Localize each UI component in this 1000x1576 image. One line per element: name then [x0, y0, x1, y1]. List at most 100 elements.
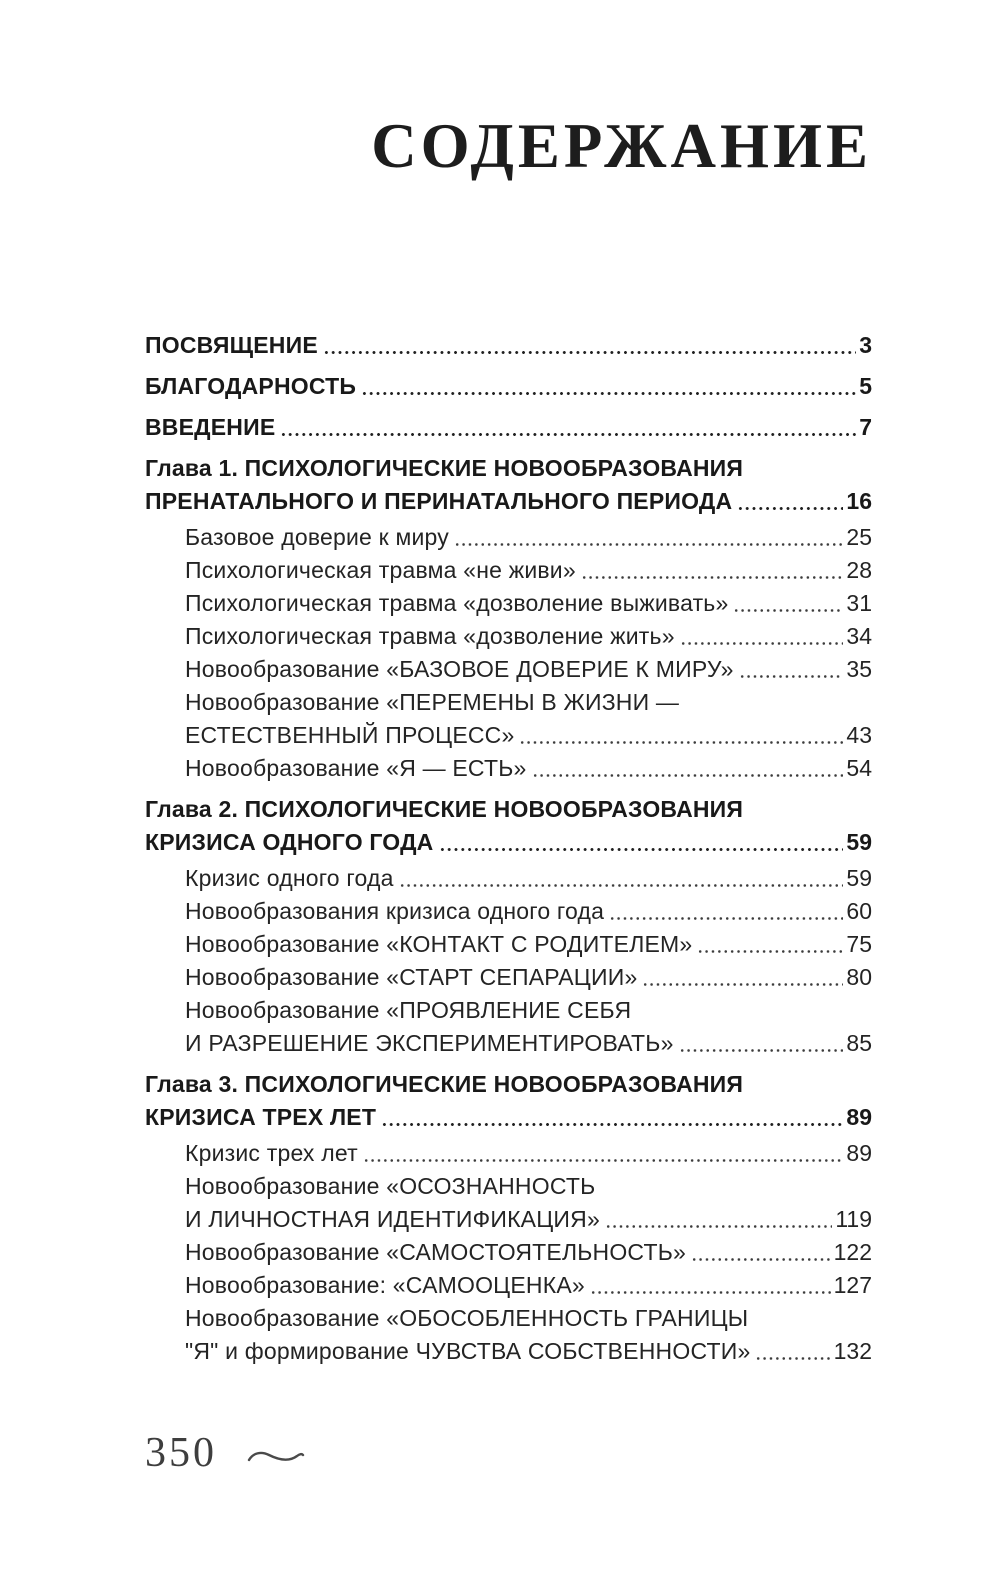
toc-page-number: 80	[846, 964, 872, 991]
toc-entry: Новообразование «СТАРТ СЕПАРАЦИИ» 80	[145, 961, 872, 994]
dotted-leader	[678, 1048, 844, 1054]
toc-page-number: 59	[846, 829, 872, 856]
toc-entry-text: ЕСТЕСТВЕННЫЙ ПРОЦЕСС»	[185, 722, 515, 749]
dotted-leader	[531, 773, 844, 779]
toc-entry-text: КРИЗИСА ТРЕХ ЛЕТ	[145, 1104, 377, 1131]
toc-page-number: 7	[859, 414, 872, 441]
tilde-ornament-icon	[247, 1447, 305, 1467]
toc-entry-line: Новообразование «КОНТАКТ С РОДИТЕЛЕМ» 75	[185, 928, 872, 961]
toc-entry-text: И РАЗРЕШЕНИЕ ЭКСПЕРИМЕНТИРОВАТЬ»	[185, 1030, 674, 1057]
toc-page-number: 5	[859, 373, 872, 400]
toc-entry: Психологическая травма «дозволение выжив…	[145, 587, 872, 620]
dotted-leader	[322, 350, 857, 356]
dotted-leader	[755, 1356, 831, 1362]
toc-entry: ВВЕДЕНИЕ 7	[145, 411, 872, 444]
content-area: СОДЕРЖАНИЕ ПОСВЯЩЕНИЕ 3 БЛАГОДАРНОСТЬ 5 ВВЕД…	[145, 111, 872, 1368]
toc-entry: Глава 3. ПСИХОЛОГИЧЕСКИЕ НОВООБРАЗОВАНИЯ…	[145, 1068, 872, 1134]
dotted-leader	[679, 641, 844, 647]
toc-entry-line: И РАЗРЕШЕНИЕ ЭКСПЕРИМЕНТИРОВАТЬ» 85	[185, 1027, 872, 1060]
toc-entry: Кризис трех лет 89	[145, 1137, 872, 1170]
dotted-leader	[519, 740, 844, 746]
toc-page-number: 3	[859, 332, 872, 359]
toc-entry-text: Психологическая травма «не живи»	[185, 557, 576, 584]
toc-page-number: 31	[846, 590, 872, 617]
dotted-leader	[453, 542, 844, 548]
toc-entry-line: Новообразования кризиса одного года 60	[185, 895, 872, 928]
dotted-leader	[737, 506, 844, 512]
toc-entry-line: Психологическая травма «дозволение выжив…	[185, 587, 872, 620]
toc-entry-line: Глава 3. ПСИХОЛОГИЧЕСКИЕ НОВООБРАЗОВАНИЯ	[145, 1068, 872, 1101]
toc-entry-line: Психологическая травма «не живи» 28	[185, 554, 872, 587]
toc-entry-line: БЛАГОДАРНОСТЬ 5	[145, 370, 872, 403]
toc-entry-line: Новообразование «ОСОЗНАННОСТЬ	[185, 1170, 872, 1203]
toc-page-number: 28	[846, 557, 872, 584]
toc-entry: Новообразование «САМОСТОЯТЕЛЬНОСТЬ» 122	[145, 1236, 872, 1269]
dotted-leader	[362, 1158, 844, 1164]
toc-entry-line: ВВЕДЕНИЕ 7	[145, 411, 872, 444]
toc-entry-line: Кризис трех лет 89	[185, 1137, 872, 1170]
toc-entry-line: ЕСТЕСТВЕННЫЙ ПРОЦЕСС» 43	[185, 719, 872, 752]
toc-entry-text: Глава 3. ПСИХОЛОГИЧЕСКИЕ НОВООБРАЗОВАНИЯ	[145, 1071, 744, 1098]
toc-entry: БЛАГОДАРНОСТЬ 5	[145, 370, 872, 403]
toc-page-number: 25	[846, 524, 872, 551]
toc-entry: Новообразование «БАЗОВОЕ ДОВЕРИЕ К МИРУ»…	[145, 653, 872, 686]
toc-entry-line: Новообразование «ОБОСОБЛЕННОСТЬ ГРАНИЦЫ	[185, 1302, 872, 1335]
toc-entry-text: "Я" и формирование ЧУВСТВА СОБСТВЕННОСТИ…	[185, 1338, 751, 1365]
toc-entry-text: Кризис трех лет	[185, 1140, 358, 1167]
dotted-leader	[580, 575, 844, 581]
toc-entry-line: И ЛИЧНОСТНАЯ ИДЕНТИФИКАЦИЯ» 119	[185, 1203, 872, 1236]
toc-page-number: 75	[846, 931, 872, 958]
toc-entry-line: "Я" и формирование ЧУВСТВА СОБСТВЕННОСТИ…	[185, 1335, 872, 1368]
toc-entry-line: ПОСВЯЩЕНИЕ 3	[145, 329, 872, 362]
toc-entry-line: Новообразование «ПРОЯВЛЕНИЕ СЕБЯ	[185, 994, 872, 1027]
toc-entry-line: Глава 1. ПСИХОЛОГИЧЕСКИЕ НОВООБРАЗОВАНИЯ	[145, 452, 872, 485]
toc-entries: ПОСВЯЩЕНИЕ 3 БЛАГОДАРНОСТЬ 5 ВВЕДЕНИЕ 7 Глава …	[145, 329, 872, 1368]
dotted-leader	[642, 982, 844, 988]
toc-entry: Новообразование: «САМООЦЕНКА» 127	[145, 1269, 872, 1302]
toc-page-number: 85	[846, 1030, 872, 1057]
toc-page-number: 43	[846, 722, 872, 749]
dotted-leader	[381, 1122, 844, 1128]
toc-entry-text: Новообразование: «САМООЦЕНКА»	[185, 1272, 585, 1299]
toc-entry-text: Кризис одного года	[185, 865, 394, 892]
toc-page-number: 122	[833, 1239, 872, 1266]
toc-entry: Новообразование «Я — ЕСТЬ» 54	[145, 752, 872, 785]
toc-entry: Новообразования кризиса одного года 60	[145, 895, 872, 928]
dotted-leader	[609, 916, 844, 922]
toc-entry-line: Базовое доверие к миру 25	[185, 521, 872, 554]
toc-entry: Новообразование «ПРОЯВЛЕНИЕ СЕБЯ И РАЗРЕШ…	[145, 994, 872, 1060]
toc-entry: Психологическая травма «дозволение жить»…	[145, 620, 872, 653]
toc-page-number: 16	[846, 488, 872, 515]
toc-page-number: 60	[846, 898, 872, 925]
toc-entry: Новообразование «ОСОЗНАННОСТЬ И ЛИЧНОСТНА…	[145, 1170, 872, 1236]
toc-entry-text: ВВЕДЕНИЕ	[145, 414, 276, 441]
toc-entry: Новообразование «КОНТАКТ С РОДИТЕЛЕМ» 75	[145, 928, 872, 961]
toc-entry-line: ПРЕНАТАЛЬНОГО И ПЕРИНАТАЛЬНОГО ПЕРИОДА 16	[145, 485, 872, 518]
toc-entry-text: Базовое доверие к миру	[185, 524, 449, 551]
toc-entry-line: Новообразование «БАЗОВОЕ ДОВЕРИЕ К МИРУ»…	[185, 653, 872, 686]
toc-entry: Новообразование «ОБОСОБЛЕННОСТЬ ГРАНИЦЫ "…	[145, 1302, 872, 1368]
toc-entry-text: И ЛИЧНОСТНАЯ ИДЕНТИФИКАЦИЯ»	[185, 1206, 600, 1233]
dotted-leader	[589, 1290, 831, 1296]
toc-entry-text: Психологическая травма «дозволение выжив…	[185, 590, 729, 617]
folio-page-number: 350	[145, 1430, 217, 1476]
toc-entry-line: Новообразование «ПЕРЕМЕНЫ В ЖИЗНИ —	[185, 686, 872, 719]
toc-entry-line: Новообразование «СТАРТ СЕПАРАЦИИ» 80	[185, 961, 872, 994]
toc-entry-line: Кризис одного года 59	[185, 862, 872, 895]
toc-entry-text: Новообразование «ОБОСОБЛЕННОСТЬ ГРАНИЦЫ	[185, 1305, 749, 1332]
toc-page-number: 127	[833, 1272, 872, 1299]
toc-page-number: 34	[846, 623, 872, 650]
toc-entry-line: Психологическая травма «дозволение жить»…	[185, 620, 872, 653]
toc-entry-text: Новообразование «БАЗОВОЕ ДОВЕРИЕ К МИРУ»	[185, 656, 734, 683]
dotted-leader	[733, 608, 844, 614]
toc-page-number: 35	[846, 656, 872, 683]
dotted-leader	[691, 1257, 831, 1263]
toc-page-number: 89	[846, 1104, 872, 1131]
toc-entry-text: Новообразования кризиса одного года	[185, 898, 605, 925]
toc-entry-line: Новообразование «САМОСТОЯТЕЛЬНОСТЬ» 122	[185, 1236, 872, 1269]
toc-entry-line: Новообразование «Я — ЕСТЬ» 54	[185, 752, 872, 785]
toc-entry: ПОСВЯЩЕНИЕ 3	[145, 329, 872, 362]
toc-entry-line: Новообразование: «САМООЦЕНКА» 127	[185, 1269, 872, 1302]
dotted-leader	[280, 432, 857, 438]
